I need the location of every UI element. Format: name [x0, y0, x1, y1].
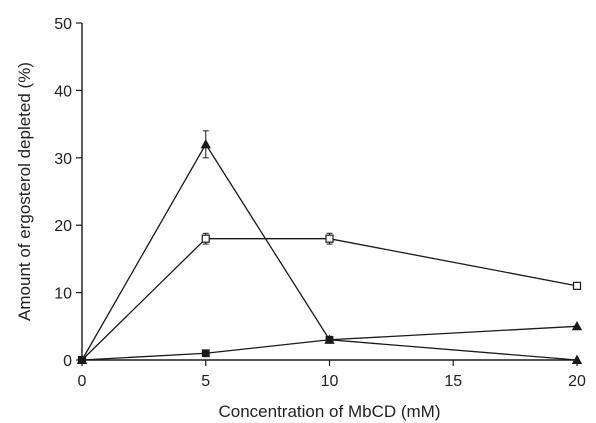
- x-tick-label: 5: [201, 373, 210, 390]
- y-tick-label: 20: [54, 218, 72, 235]
- y-tick-label: 10: [54, 286, 72, 303]
- data-point-filled-square: [78, 356, 86, 364]
- x-axis-label: Concentration of MbCD (mM): [218, 402, 440, 421]
- y-axis-label: Amount of ergosterol depleted (%): [15, 62, 34, 321]
- y-tick-label: 30: [54, 151, 72, 168]
- series-square-open: [77, 232, 582, 365]
- series-line: [81, 325, 578, 361]
- series-line: [81, 143, 578, 361]
- data-point-triangle: [200, 138, 211, 149]
- data-point-filled-square: [325, 335, 334, 344]
- y-tick-label: 40: [54, 83, 72, 100]
- data-point-filled-square: [201, 349, 210, 358]
- x-tick-label: 10: [321, 373, 339, 390]
- data-point-triangle: [571, 354, 583, 365]
- series-triangle-filled: [76, 130, 583, 365]
- x-tick-label: 0: [78, 373, 87, 390]
- data-point-open-square: [572, 281, 582, 290]
- x-tick-label: 20: [568, 373, 586, 390]
- series-line: [81, 238, 578, 361]
- data-point-open-square: [201, 234, 210, 243]
- y-tick-label: 0: [63, 353, 72, 370]
- chart-series: [76, 130, 583, 365]
- x-tick-label: 15: [444, 373, 462, 390]
- chart-axes: 0 10 20 30 40 50 0 5 10 15 20: [54, 16, 586, 390]
- data-point-open-square: [325, 234, 334, 243]
- y-tick-label: 50: [54, 16, 72, 33]
- series-square-filled: [78, 320, 583, 364]
- data-point-triangle: [571, 320, 583, 331]
